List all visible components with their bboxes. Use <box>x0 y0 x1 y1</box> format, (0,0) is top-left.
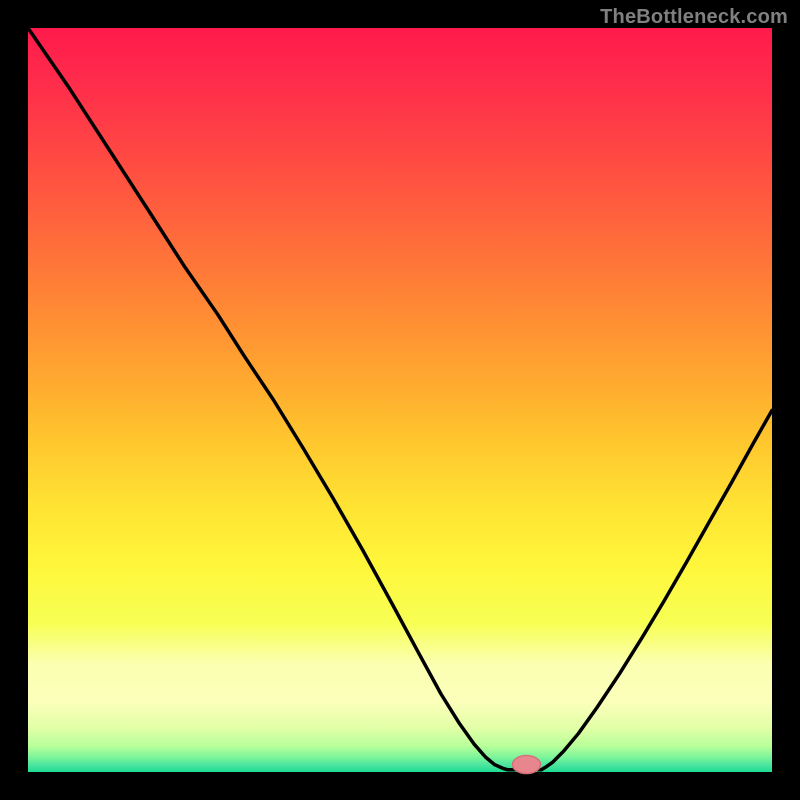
chart-background <box>28 28 772 772</box>
bottleneck-chart <box>0 0 800 800</box>
watermark-text: TheBottleneck.com <box>600 6 788 29</box>
optimum-marker <box>512 756 540 774</box>
chart-root: TheBottleneck.com <box>0 0 800 800</box>
